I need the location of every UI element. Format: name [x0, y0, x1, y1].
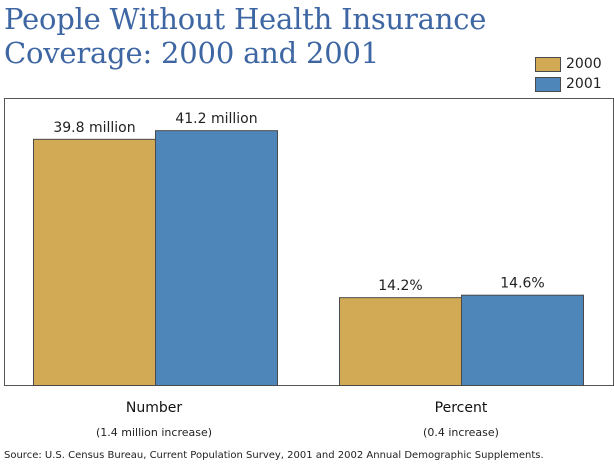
chart-legend: 2000 2001	[535, 55, 613, 95]
bar-percent-2000	[339, 297, 462, 386]
legend-label-2000: 2000	[566, 56, 602, 72]
chart-title: People Without Health Insurance Coverage…	[4, 2, 486, 70]
data-label-percent-2000: 14.2%	[378, 278, 422, 294]
category-note-percent: (0.4 increase)	[423, 426, 499, 439]
bar-chart: 39.8 million 41.2 million Number (1.4 milli…	[4, 98, 614, 439]
bar-percent-2001	[461, 294, 584, 387]
category-label-percent: Percent	[435, 400, 488, 416]
data-label-number-2001: 41.2 million	[175, 111, 257, 127]
legend-item-2001: 2001	[535, 75, 613, 93]
category-label-number: Number	[126, 400, 182, 416]
chart-title-line-1: People Without Health Insurance	[4, 2, 487, 36]
bar-number-2001	[155, 130, 278, 386]
legend-swatch-2001	[535, 76, 561, 92]
source-note: Source: U.S. Census Bureau, Current Popu…	[4, 450, 544, 461]
legend-swatch-2000	[535, 56, 561, 72]
bar-number-2000	[33, 138, 156, 386]
chart-title-line-2: Coverage: 2000 and 2001	[4, 36, 380, 70]
legend-label-2001: 2001	[566, 76, 602, 92]
data-label-percent-2001: 14.6%	[500, 276, 544, 292]
category-note-number: (1.4 million increase)	[96, 426, 212, 439]
data-label-number-2000: 39.8 million	[53, 120, 135, 136]
legend-item-2000: 2000	[535, 55, 613, 73]
